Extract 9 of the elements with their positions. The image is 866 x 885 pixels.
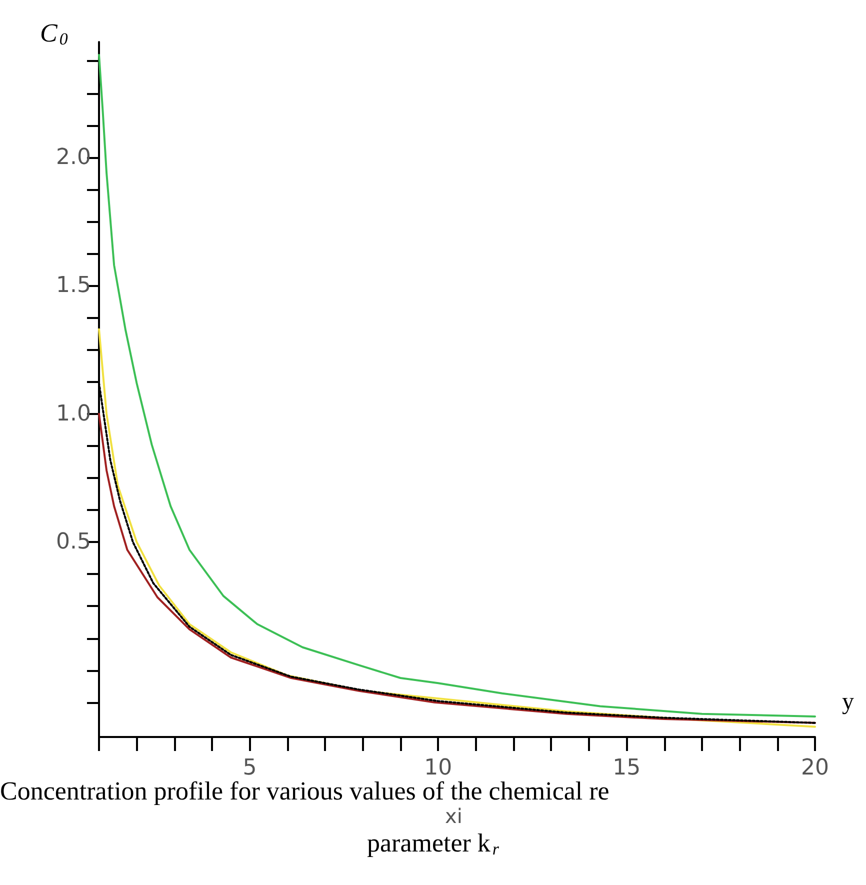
text: y [842,689,854,715]
x-axis-title: xi [445,804,462,828]
line-series [98,54,816,718]
y-tick-label: 1.0 [56,401,91,426]
y-tick-label: 1.5 [56,273,91,298]
x-tick-label: 15 [612,756,641,780]
y-tick-label: 0.5 [56,530,91,555]
x-tick-label: 20 [801,756,829,780]
y-tick-label: 2.0 [56,144,91,170]
